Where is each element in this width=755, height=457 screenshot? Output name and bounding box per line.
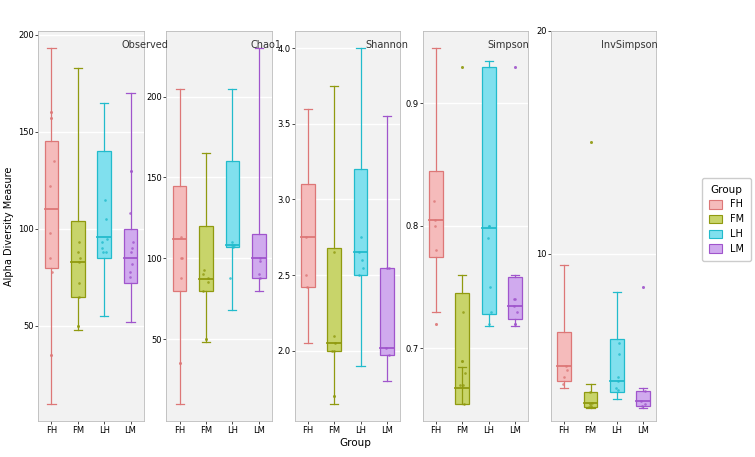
Bar (301, 184, 315, 287)
Text: Observed: Observed (122, 40, 168, 49)
Bar (199, 226, 213, 291)
Bar (584, 393, 597, 407)
Legend: FH, FM, LH, LM: FH, FM, LH, LM (702, 178, 750, 261)
Bar (226, 161, 239, 247)
Text: Simpson: Simpson (487, 40, 529, 49)
Bar (508, 277, 522, 319)
Bar (557, 332, 571, 381)
Text: Chao1: Chao1 (251, 40, 282, 49)
Bar (429, 171, 443, 256)
Bar (97, 151, 111, 258)
Text: Group: Group (339, 438, 371, 448)
Bar (328, 248, 341, 351)
Bar (45, 142, 58, 268)
Bar (71, 221, 85, 297)
Bar (173, 186, 186, 291)
Text: Shannon: Shannon (365, 40, 408, 49)
Bar (353, 169, 368, 275)
Bar (455, 293, 469, 404)
Bar (610, 339, 624, 393)
Bar (482, 67, 495, 314)
Bar (252, 234, 266, 278)
Bar (124, 229, 137, 283)
Bar (380, 267, 394, 355)
Y-axis label: Alpha Diversity Measure: Alpha Diversity Measure (5, 166, 14, 286)
Bar (636, 391, 650, 406)
Text: InvSimpson: InvSimpson (601, 40, 658, 49)
